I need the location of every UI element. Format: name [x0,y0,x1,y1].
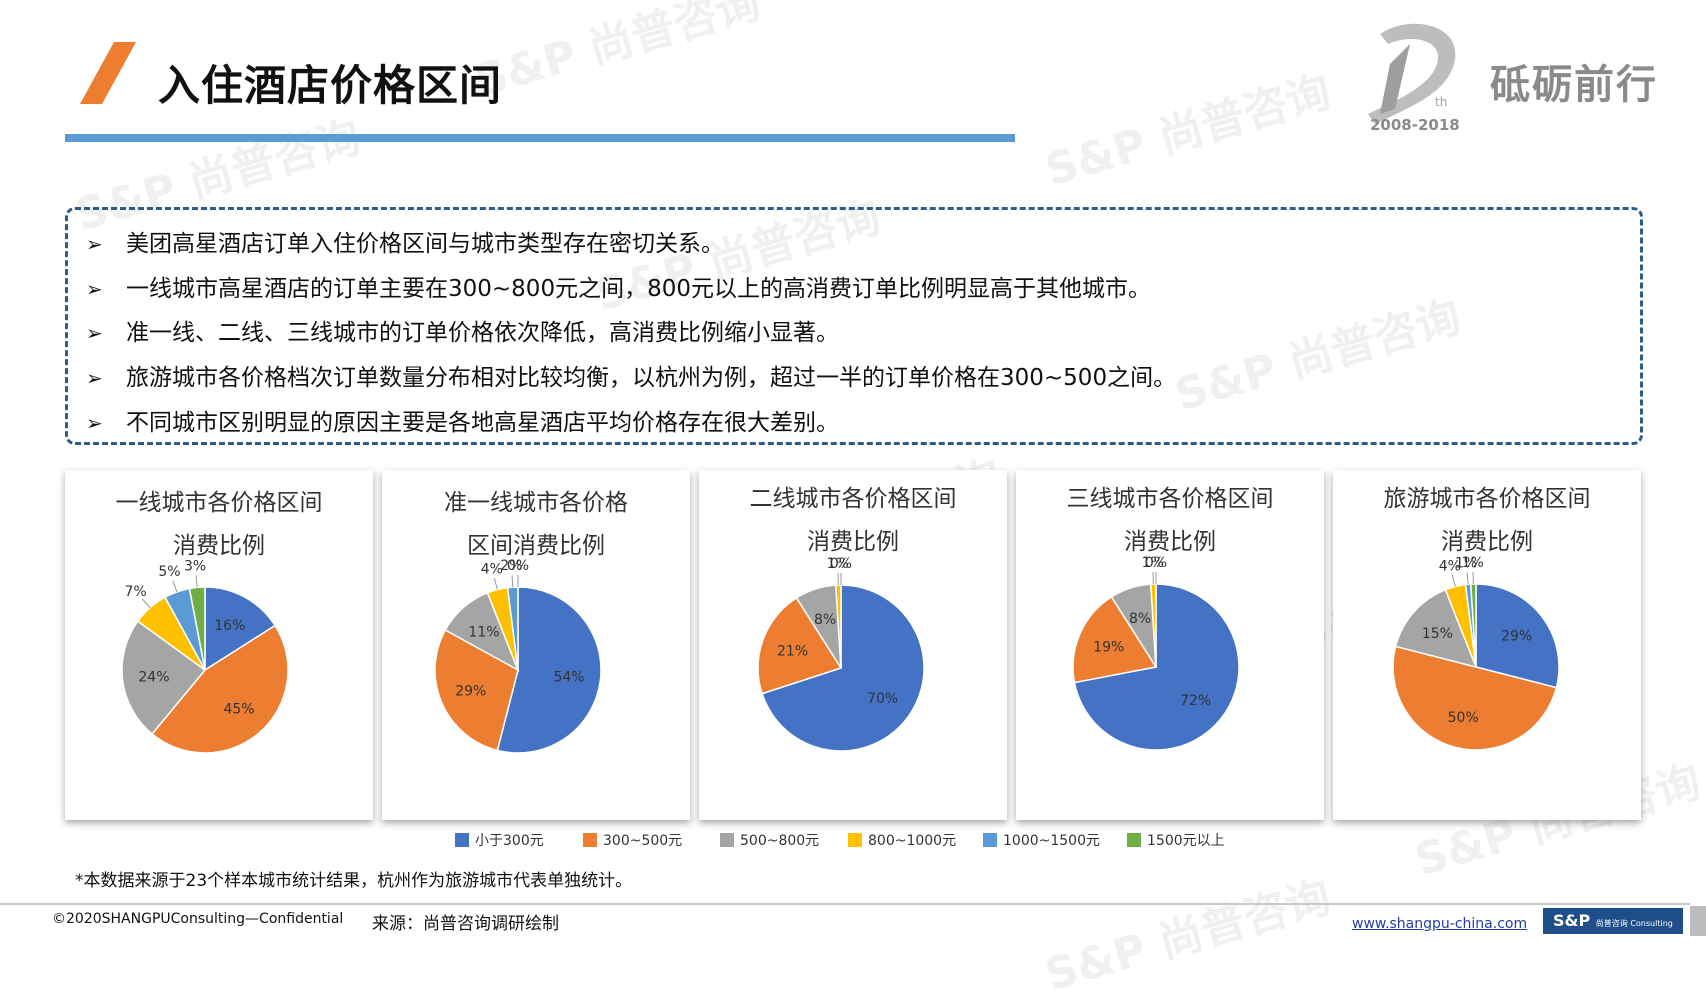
legend-swatch [720,833,734,847]
summary-bullet-text: 美团高星酒店订单入住价格区间与城市类型存在密切关系。 [126,231,724,257]
legend-label: 300~500元 [603,833,682,849]
data-label: 8% [1129,611,1151,627]
data-label: 15% [1422,626,1453,642]
legend-item: 1000~1500元 [983,830,1100,850]
pie-chart-quasi-tier1: 54%29%11%4%2%0% [382,470,690,820]
data-label: 29% [1501,628,1532,644]
data-label: 72% [1180,693,1211,709]
badge-text: S&P [1553,911,1590,930]
legend-label: 500~800元 [740,833,819,849]
summary-bullet-text: 一线城市高星酒店的订单主要在300~800元之间，800元以上的高消费订单比例明… [126,276,1151,302]
legend-item: 1500元以上 [1127,830,1225,850]
title-accent-slash-icon [80,42,136,104]
legend-swatch [583,833,597,847]
data-label: 11% [468,624,499,640]
legend-item: 800~1000元 [848,830,956,850]
title-underline [65,134,1015,142]
data-label: 1% [1462,555,1484,571]
label-leader-line [494,578,497,590]
watermark: S&P 尚普咨询 [1037,56,1337,198]
summary-bullet-text: 准一线、二线、三线城市的订单价格依次降低，高消费比例缩小显著。 [126,320,839,346]
legend-swatch [455,833,469,847]
legend-item: 小于300元 [455,830,544,850]
summary-bullet-text: 旅游城市各价格档次订单数量分布相对比较均衡，以杭州为例，超过一半的订单价格在30… [126,365,1176,391]
data-label: 7% [124,584,146,600]
data-label: 54% [553,669,584,685]
data-label: 0% [830,556,852,572]
summary-box: ➢美团高星酒店订单入住价格区间与城市类型存在密切关系。 ➢一线城市高星酒店的订单… [65,207,1643,445]
legend-swatch [1127,833,1141,847]
data-label: 0% [1145,555,1167,571]
data-label: 5% [158,564,180,580]
legend-label: 小于300元 [475,833,544,849]
data-label: 45% [223,702,254,718]
legend-swatch [848,833,862,847]
data-source-note: *本数据来源于23个样本城市统计结果，杭州作为旅游城市代表单独统计。 [75,866,632,891]
legend-item: 500~800元 [720,830,819,850]
summary-bullet: ➢不同城市区别明显的原因主要是各地高星酒店平均价格存在很大差别。 [86,403,839,437]
website-link[interactable]: www.shangpu-china.com [1352,916,1527,932]
arrow-bullet-icon: ➢ [86,411,126,435]
arrow-bullet-icon: ➢ [86,366,126,390]
arrow-bullet-icon: ➢ [86,277,126,301]
copyright-text: ©2020SHANGPUConsulting—Confidential [52,911,343,927]
anniversary-logo-icon: th 2008-2018 [1350,14,1475,144]
summary-bullet-text: 不同城市区别明显的原因主要是各地高星酒店平均价格存在很大差别。 [126,410,839,436]
data-label: 24% [138,669,169,685]
footer-divider [0,903,1690,905]
logo-superscript: th [1435,95,1447,109]
pie-chart-tourist: 29%50%15%4%1%1% [1333,470,1641,820]
legend-item: 300~500元 [583,830,682,850]
data-label: 8% [814,612,836,628]
watermark: S&P 尚普咨询 [467,0,767,109]
pie-chart-tier3: 72%19%8%1%0% [1016,470,1324,820]
label-leader-line [196,575,197,587]
badge-small-text: 尚普咨询 Consulting [1596,919,1673,928]
pie-panel-tier1: 一线城市各价格区间 消费比例 16%45%24%7%5%3% [65,470,373,820]
data-label: 21% [777,644,808,660]
source-text: 来源：尚普咨询调研绘制 [372,909,559,934]
summary-bullet: ➢旅游城市各价格档次订单数量分布相对比较均衡，以杭州为例，超过一半的订单价格在3… [86,358,1176,392]
data-label: 0% [507,558,529,574]
pie-chart-tier1: 16% 45% 24% 7% 5%3% [65,470,373,820]
data-label: 70% [867,691,898,707]
brand-slogan: 砥砺前行 [1490,52,1658,110]
legend-label: 800~1000元 [868,833,956,849]
data-label: 29% [455,683,486,699]
pie-panel-tourist: 旅游城市各价格区间 消费比例 29%50%15%4%1%1% [1333,470,1641,820]
legend-label: 1500元以上 [1147,833,1225,849]
page-title: 入住酒店价格区间 [158,52,502,113]
pie-panel-tier3: 三线城市各价格区间 消费比例 72%19%8%1%0% [1016,470,1324,820]
pie-panel-quasi-tier1: 准一线城市各价格 区间消费比例 54%29%11%4%2%0% [382,470,690,820]
label-leader-line [1467,572,1468,584]
data-label: 3% [184,558,206,574]
legend-swatch [983,833,997,847]
summary-bullet: ➢美团高星酒店订单入住价格区间与城市类型存在密切关系。 [86,224,724,258]
company-badge-logo: S&P 尚普咨询 Consulting [1543,908,1683,934]
corner-block [1690,906,1706,936]
label-leader-line [512,575,513,587]
summary-bullet: ➢准一线、二线、三线城市的订单价格依次降低，高消费比例缩小显著。 [86,313,839,347]
data-label: 50% [1448,710,1479,726]
data-label: 16% [214,618,245,634]
data-label: 19% [1093,640,1124,656]
pie-panel-tier2: 二线城市各价格区间 消费比例 70%21%8%1%0% [699,470,1007,820]
pie-chart-tier2: 70%21%8%1%0% [699,470,1007,820]
legend-label: 1000~1500元 [1003,833,1100,849]
logo-years: 2008-2018 [1370,116,1460,134]
arrow-bullet-icon: ➢ [86,321,126,345]
arrow-bullet-icon: ➢ [86,232,126,256]
watermark: S&P 尚普咨询 [1037,861,1337,1003]
summary-bullet: ➢一线城市高星酒店的订单主要在300~800元之间，800元以上的高消费订单比例… [86,269,1151,303]
label-leader-line [173,581,177,592]
label-leader-line [1452,575,1455,587]
